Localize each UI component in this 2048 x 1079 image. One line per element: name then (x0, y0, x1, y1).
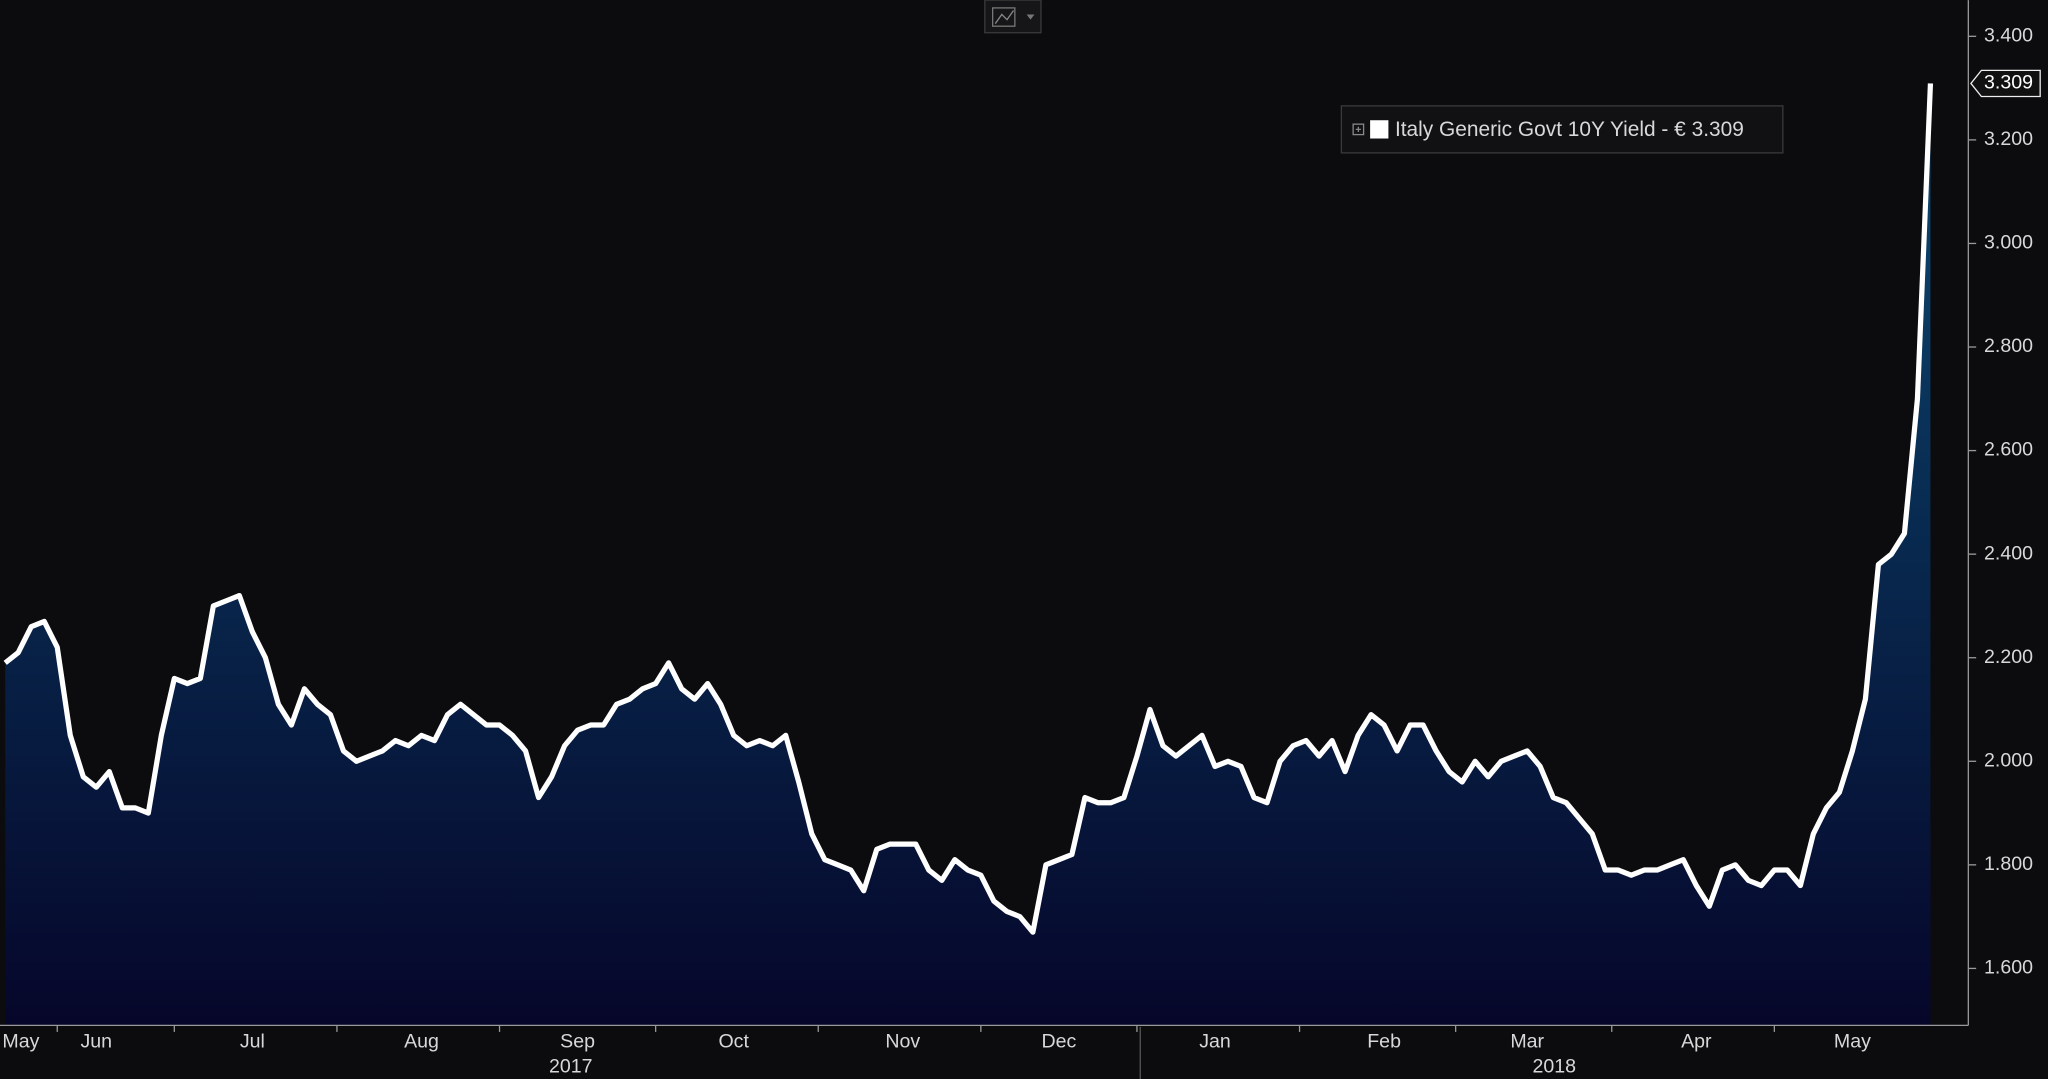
y-tick-label: 3.000 (1984, 232, 2033, 254)
last-value-box (1970, 69, 2041, 98)
x-tick-label: Sep (560, 1031, 595, 1053)
y-tick-label: 1.600 (1984, 957, 2033, 979)
legend: Italy Generic Govt 10Y Yield - € 3.309 (1340, 105, 1784, 154)
last-value-label: 3.309 (1984, 72, 2033, 94)
legend-box (1340, 105, 1784, 154)
y-tick-label: 2.400 (1984, 542, 2033, 564)
y-tick-label: 2.000 (1984, 749, 2033, 771)
x-tick-label: Nov (885, 1031, 920, 1053)
y-tick-label: 2.600 (1984, 439, 2033, 461)
y-tick-label: 1.800 (1984, 853, 2033, 875)
x-tick-label: Feb (1367, 1031, 1401, 1053)
legend-expand[interactable] (1352, 123, 1365, 136)
line (3, 83, 1934, 935)
year-label: 2018 (1533, 1055, 1577, 1077)
x-tick-label: Oct (718, 1031, 749, 1053)
x-tick-label: Jun (80, 1031, 112, 1053)
x-tick-label: May (2, 1031, 39, 1053)
y-tick-label: 3.400 (1984, 24, 2033, 46)
y-tick-label: 2.200 (1984, 646, 2033, 668)
y-tick-label: 2.800 (1984, 335, 2033, 357)
x-tick-label: Jul (240, 1031, 265, 1053)
x-tick-label: Apr (1681, 1031, 1712, 1053)
x-tick-label: May (1834, 1031, 1871, 1053)
plot-area (3, 83, 1934, 1026)
dropdown-arrow (1026, 14, 1035, 20)
x-tick-label: Mar (1510, 1031, 1544, 1053)
legend-swatch (1370, 120, 1389, 139)
legend-expand-icon (1355, 126, 1361, 132)
year-label: 2017 (549, 1055, 593, 1077)
chart-type-icon (994, 10, 1015, 24)
legend-label: Italy Generic Govt 10Y Yield - € 3.309 (1395, 118, 1744, 141)
y-tick-label: 3.200 (1984, 128, 2033, 150)
x-tick-label: Aug (404, 1031, 439, 1053)
chart-type-icon-frame (991, 7, 1016, 27)
x-tick-label: Dec (1041, 1031, 1076, 1053)
area (5, 83, 1931, 1026)
x-tick-label: Jan (1199, 1031, 1231, 1053)
